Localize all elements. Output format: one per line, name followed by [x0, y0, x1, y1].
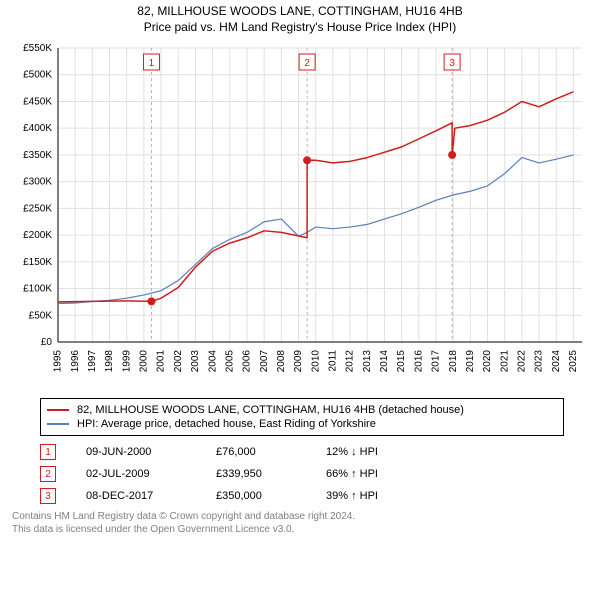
- transaction-delta: 66% ↑ HPI: [326, 468, 426, 480]
- svg-text:£100K: £100K: [23, 284, 52, 295]
- legend-row-hpi: HPI: Average price, detached house, East…: [47, 417, 557, 431]
- transaction-marker: 3: [40, 488, 56, 504]
- svg-text:2019: 2019: [465, 350, 476, 373]
- svg-text:£500K: £500K: [23, 70, 52, 81]
- svg-text:1997: 1997: [87, 350, 98, 373]
- legend: 82, MILLHOUSE WOODS LANE, COTTINGHAM, HU…: [40, 398, 564, 436]
- svg-text:2006: 2006: [242, 350, 253, 373]
- svg-text:£200K: £200K: [23, 230, 52, 241]
- svg-text:2018: 2018: [448, 350, 459, 373]
- svg-text:1996: 1996: [70, 350, 81, 373]
- transaction-price: £76,000: [216, 446, 296, 458]
- legend-swatch-hpi: [47, 423, 69, 425]
- transaction-delta: 12% ↓ HPI: [326, 446, 426, 458]
- svg-text:2021: 2021: [499, 350, 510, 373]
- title-line1: 82, MILLHOUSE WOODS LANE, COTTINGHAM, HU…: [0, 4, 600, 18]
- svg-text:2009: 2009: [293, 350, 304, 373]
- transaction-marker: 2: [40, 466, 56, 482]
- transaction-date: 09-JUN-2000: [86, 446, 186, 458]
- svg-text:2: 2: [304, 58, 310, 69]
- svg-text:£250K: £250K: [23, 203, 52, 214]
- svg-text:2010: 2010: [310, 350, 321, 373]
- footer-line2: This data is licensed under the Open Gov…: [12, 523, 588, 536]
- svg-text:2022: 2022: [517, 350, 528, 373]
- svg-text:2017: 2017: [431, 350, 442, 373]
- svg-text:£400K: £400K: [23, 123, 52, 134]
- svg-text:1: 1: [149, 58, 155, 69]
- transaction-row: 1 09-JUN-2000 £76,000 12% ↓ HPI: [40, 444, 588, 460]
- svg-text:2000: 2000: [139, 350, 150, 373]
- transaction-date: 02-JUL-2009: [86, 468, 186, 480]
- svg-text:2002: 2002: [173, 350, 184, 373]
- svg-text:2011: 2011: [328, 350, 339, 372]
- price-chart: £0 £50K £100K £150K £200K £250K £300K £350K £400…: [12, 42, 588, 392]
- legend-swatch-property: [47, 409, 69, 411]
- svg-text:2015: 2015: [396, 350, 407, 373]
- legend-row-property: 82, MILLHOUSE WOODS LANE, COTTINGHAM, HU…: [47, 403, 557, 417]
- svg-text:2023: 2023: [534, 350, 545, 373]
- svg-text:1999: 1999: [121, 350, 132, 373]
- svg-text:2025: 2025: [568, 350, 579, 373]
- transactions-table: 1 09-JUN-2000 £76,000 12% ↓ HPI 2 02-JUL…: [40, 444, 588, 504]
- transaction-price: £339,950: [216, 468, 296, 480]
- svg-text:1995: 1995: [53, 350, 64, 373]
- transaction-price: £350,000: [216, 490, 296, 502]
- svg-text:2004: 2004: [207, 350, 218, 373]
- svg-text:2001: 2001: [156, 350, 167, 373]
- legend-label-hpi: HPI: Average price, detached house, East…: [77, 417, 376, 431]
- svg-text:£350K: £350K: [23, 150, 52, 161]
- svg-text:£300K: £300K: [23, 177, 52, 188]
- svg-text:£150K: £150K: [23, 257, 52, 268]
- svg-text:2005: 2005: [224, 350, 235, 373]
- transaction-delta: 39% ↑ HPI: [326, 490, 426, 502]
- transaction-row: 3 08-DEC-2017 £350,000 39% ↑ HPI: [40, 488, 588, 504]
- title-line2: Price paid vs. HM Land Registry's House …: [0, 20, 600, 34]
- svg-text:2014: 2014: [379, 350, 390, 373]
- svg-text:2024: 2024: [551, 350, 562, 373]
- transaction-date: 08-DEC-2017: [86, 490, 186, 502]
- svg-text:£0: £0: [41, 337, 53, 348]
- svg-text:£50K: £50K: [29, 310, 53, 321]
- transaction-row: 2 02-JUL-2009 £339,950 66% ↑ HPI: [40, 466, 588, 482]
- svg-text:2020: 2020: [482, 350, 493, 373]
- footer-line1: Contains HM Land Registry data © Crown c…: [12, 510, 588, 523]
- svg-text:3: 3: [449, 58, 455, 69]
- svg-text:2007: 2007: [259, 350, 270, 373]
- svg-text:1998: 1998: [104, 350, 115, 373]
- legend-label-property: 82, MILLHOUSE WOODS LANE, COTTINGHAM, HU…: [77, 403, 464, 417]
- footer: Contains HM Land Registry data © Crown c…: [12, 510, 588, 536]
- transaction-marker: 1: [40, 444, 56, 460]
- svg-text:2003: 2003: [190, 350, 201, 373]
- svg-text:£450K: £450K: [23, 96, 52, 107]
- svg-text:2012: 2012: [345, 350, 356, 373]
- svg-text:2016: 2016: [413, 350, 424, 373]
- svg-text:2013: 2013: [362, 350, 373, 373]
- svg-text:2008: 2008: [276, 350, 287, 373]
- svg-text:£550K: £550K: [23, 43, 52, 54]
